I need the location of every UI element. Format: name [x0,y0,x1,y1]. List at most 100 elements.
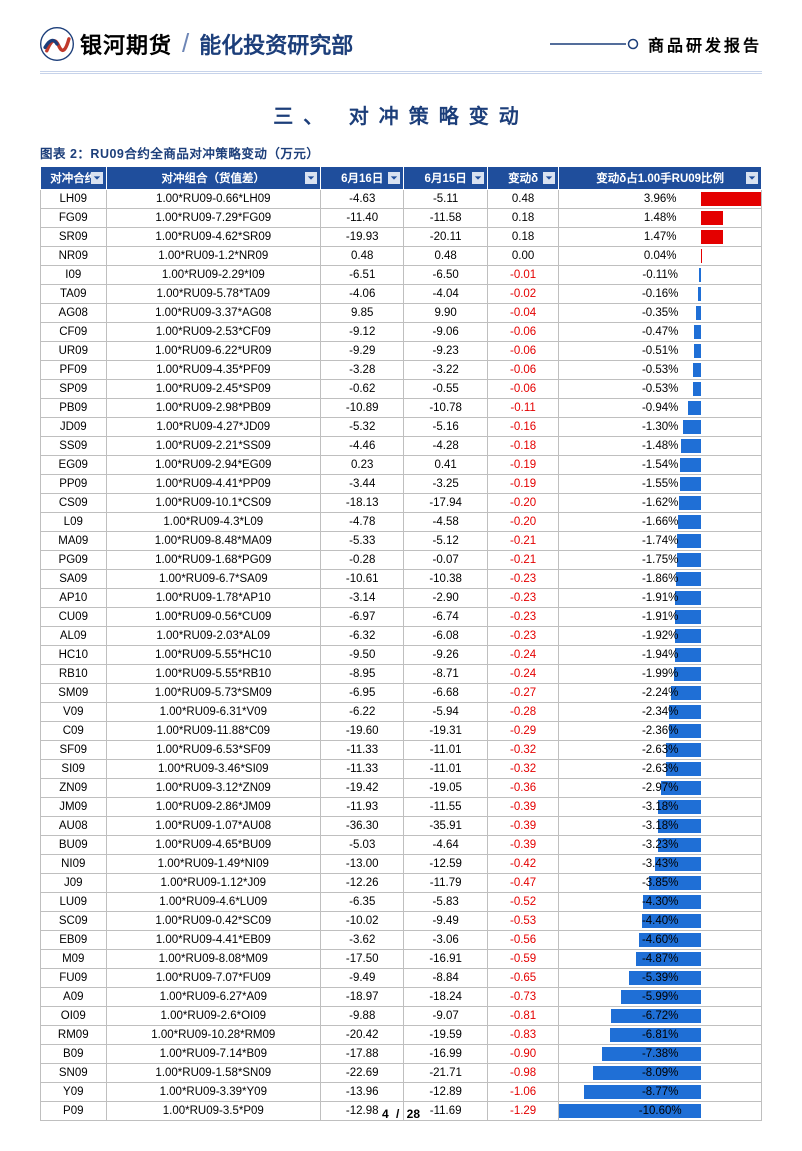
table-row: UR091.00*RU09-6.22*UR09-9.29-9.23-0.06-0… [41,342,762,361]
pct-bar [693,382,700,396]
cell-delta: -0.04 [487,304,559,323]
pct-label: -3.85% [642,875,678,891]
cell-pair: 1.00*RU09-2.6*OI09 [106,1007,321,1026]
cell-pct-bar: -3.23% [559,836,762,855]
chart-caption: 图表 2：RU09合约全商品对冲策略变动（万元） [40,143,762,162]
table-row: SF091.00*RU09-6.53*SF09-11.33-11.01-0.32… [41,741,762,760]
cell-pair: 1.00*RU09-3.46*SI09 [106,760,321,779]
cell-today: -19.42 [321,779,404,798]
table-row: AU081.00*RU09-1.07*AU08-36.30-35.91-0.39… [41,817,762,836]
cell-contract: V09 [41,703,107,722]
cell-contract: PF09 [41,361,107,380]
cell-contract: OI09 [41,1007,107,1026]
cell-yesterday: -0.55 [404,380,487,399]
cell-today: -6.35 [321,893,404,912]
cell-pct-bar: -4.60% [559,931,762,950]
pct-label: -4.60% [642,932,678,948]
cell-pct-bar: -4.87% [559,950,762,969]
pct-label: 0.04% [644,248,677,264]
logo-icon [40,27,74,61]
cell-delta: -1.06 [487,1083,559,1102]
cell-contract: CF09 [41,323,107,342]
cell-delta: -0.24 [487,646,559,665]
cell-contract: C09 [41,722,107,741]
cell-today: 0.23 [321,456,404,475]
pct-label: -7.38% [642,1046,678,1062]
cell-pair: 1.00*RU09-2.03*AL09 [106,627,321,646]
table-row: LH091.00*RU09-0.66*LH09-4.63-5.110.483.9… [41,190,762,209]
cell-delta: 0.18 [487,228,559,247]
table-row: C091.00*RU09-11.88*C09-19.60-19.31-0.29-… [41,722,762,741]
table-row: TA091.00*RU09-5.78*TA09-4.06-4.04-0.02-0… [41,285,762,304]
cell-pair: 1.00*RU09-10.28*RM09 [106,1026,321,1045]
filter-dropdown-icon[interactable] [91,172,103,184]
cell-yesterday: 0.41 [404,456,487,475]
cell-pair: 1.00*RU09-4.62*SR09 [106,228,321,247]
cell-today: -8.95 [321,665,404,684]
pct-label: -3.18% [642,799,678,815]
cell-yesterday: -18.24 [404,988,487,1007]
cell-contract: MA09 [41,532,107,551]
cell-pct-bar: -3.43% [559,855,762,874]
cell-yesterday: -4.04 [404,285,487,304]
pct-label: -1.99% [642,666,678,682]
table-row: AL091.00*RU09-2.03*AL09-6.32-6.08-0.23-1… [41,627,762,646]
pct-bar [683,420,700,434]
pct-bar [678,515,700,529]
cell-contract: HC10 [41,646,107,665]
cell-delta: -0.39 [487,798,559,817]
cell-pct-bar: -1.91% [559,608,762,627]
cell-today: -10.89 [321,399,404,418]
cell-today: -9.49 [321,969,404,988]
table-row: A091.00*RU09-6.27*A09-18.97-18.24-0.73-5… [41,988,762,1007]
pct-label: 1.47% [644,229,677,245]
table-row: BU091.00*RU09-4.65*BU09-5.03-4.64-0.39-3… [41,836,762,855]
pct-label: 3.96% [644,191,677,207]
filter-dropdown-icon[interactable] [388,172,400,184]
pct-label: -1.91% [642,609,678,625]
pct-label: -0.35% [642,305,678,321]
cell-today: -11.33 [321,741,404,760]
cell-yesterday: 0.48 [404,247,487,266]
cell-delta: -0.19 [487,456,559,475]
table-row: L091.00*RU09-4.3*L09-4.78-4.58-0.20-1.66… [41,513,762,532]
pct-label: -1.48% [642,438,678,454]
cell-contract: RB10 [41,665,107,684]
cell-yesterday: -5.83 [404,893,487,912]
table-row: NR091.00*RU09-1.2*NR090.480.480.000.04% [41,247,762,266]
cell-pair: 1.00*RU09-8.48*MA09 [106,532,321,551]
cell-pct-bar: -4.40% [559,912,762,931]
table-row: RM091.00*RU09-10.28*RM09-20.42-19.59-0.8… [41,1026,762,1045]
pct-label: -0.53% [642,362,678,378]
cell-delta: -0.28 [487,703,559,722]
cell-today: -6.95 [321,684,404,703]
table-row: FU091.00*RU09-7.07*FU09-9.49-8.84-0.65-5… [41,969,762,988]
pct-label: -1.55% [642,476,678,492]
cell-pair: 1.00*RU09-4.35*PF09 [106,361,321,380]
cell-delta: -0.73 [487,988,559,1007]
cell-contract: LU09 [41,893,107,912]
filter-dropdown-icon[interactable] [746,172,758,184]
cell-delta: -0.47 [487,874,559,893]
pct-label: -2.34% [642,704,678,720]
table-row: PP091.00*RU09-4.41*PP09-3.44-3.25-0.19-1… [41,475,762,494]
cell-today: -4.78 [321,513,404,532]
cell-pct-bar: -2.63% [559,760,762,779]
cell-pair: 1.00*RU09-2.53*CF09 [106,323,321,342]
filter-dropdown-icon[interactable] [305,172,317,184]
cell-yesterday: -4.58 [404,513,487,532]
filter-dropdown-icon[interactable] [543,172,555,184]
pct-bar [675,629,701,643]
filter-dropdown-icon[interactable] [472,172,484,184]
cell-delta: -0.23 [487,608,559,627]
cell-contract: LH09 [41,190,107,209]
col-header: 对冲合约 [41,167,107,190]
table-row: LU091.00*RU09-4.6*LU09-6.35-5.83-0.52-4.… [41,893,762,912]
cell-pct-bar: -4.30% [559,893,762,912]
cell-today: -5.33 [321,532,404,551]
cell-pct-bar: -6.81% [559,1026,762,1045]
cell-today: -17.88 [321,1045,404,1064]
cell-today: -0.62 [321,380,404,399]
table-row: CU091.00*RU09-0.56*CU09-6.97-6.74-0.23-1… [41,608,762,627]
pct-bar [693,363,700,377]
